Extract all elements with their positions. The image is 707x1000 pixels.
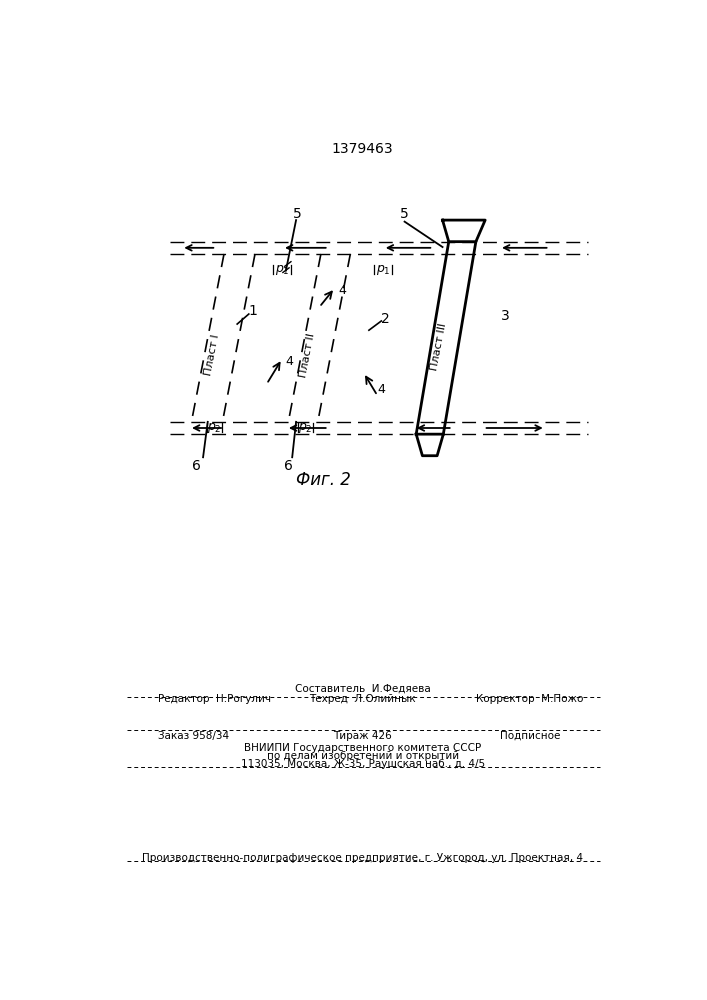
Text: Редактор  Н.Рогулич: Редактор Н.Рогулич	[158, 694, 271, 704]
Text: 4: 4	[378, 383, 385, 396]
Text: по делам изобретений и открытий: по делам изобретений и открытий	[267, 751, 459, 761]
Text: $p_2$: $p_2$	[207, 421, 222, 435]
Text: Тираж 426: Тираж 426	[333, 731, 392, 741]
Text: Подписное: Подписное	[500, 731, 561, 741]
Polygon shape	[443, 220, 485, 242]
Text: Пласт I: Пласт I	[204, 333, 221, 376]
Text: Пласт II: Пласт II	[298, 332, 316, 378]
Polygon shape	[416, 434, 443, 456]
Text: 6: 6	[192, 460, 201, 474]
Text: Заказ 958/34: Заказ 958/34	[158, 731, 229, 741]
Text: 3: 3	[501, 309, 510, 323]
Text: Фиг. 2: Фиг. 2	[296, 471, 351, 489]
Text: 4: 4	[338, 284, 346, 297]
Text: $p_2$: $p_2$	[298, 421, 312, 435]
Text: 1: 1	[248, 304, 257, 318]
Text: $p_1$: $p_1$	[275, 263, 289, 277]
Text: 2: 2	[381, 312, 390, 326]
Text: Пласт III: Пласт III	[429, 323, 448, 372]
Text: 4: 4	[285, 355, 293, 368]
Text: ВНИИПИ Государственного комитета СССР: ВНИИПИ Государственного комитета СССР	[244, 743, 481, 753]
Text: 1379463: 1379463	[332, 142, 394, 156]
Text: 113035, Москва, Ж-35, Раушская наб., д. 4/5: 113035, Москва, Ж-35, Раушская наб., д. …	[240, 759, 485, 769]
Text: Техред  Л.Олийнык: Техред Л.Олийнык	[310, 694, 416, 704]
Text: Производственно-полиграфическое предприятие, г. Ужгород, ул. Проектная, 4: Производственно-полиграфическое предприя…	[142, 853, 583, 863]
Text: 5: 5	[293, 207, 302, 221]
Text: Составитель  И.Федяева: Составитель И.Федяева	[295, 683, 431, 693]
Text: $p_1$: $p_1$	[375, 263, 390, 277]
Text: Корректор  М.Пожо: Корректор М.Пожо	[477, 694, 584, 704]
Text: 6: 6	[284, 460, 293, 474]
Text: 5: 5	[400, 207, 409, 221]
